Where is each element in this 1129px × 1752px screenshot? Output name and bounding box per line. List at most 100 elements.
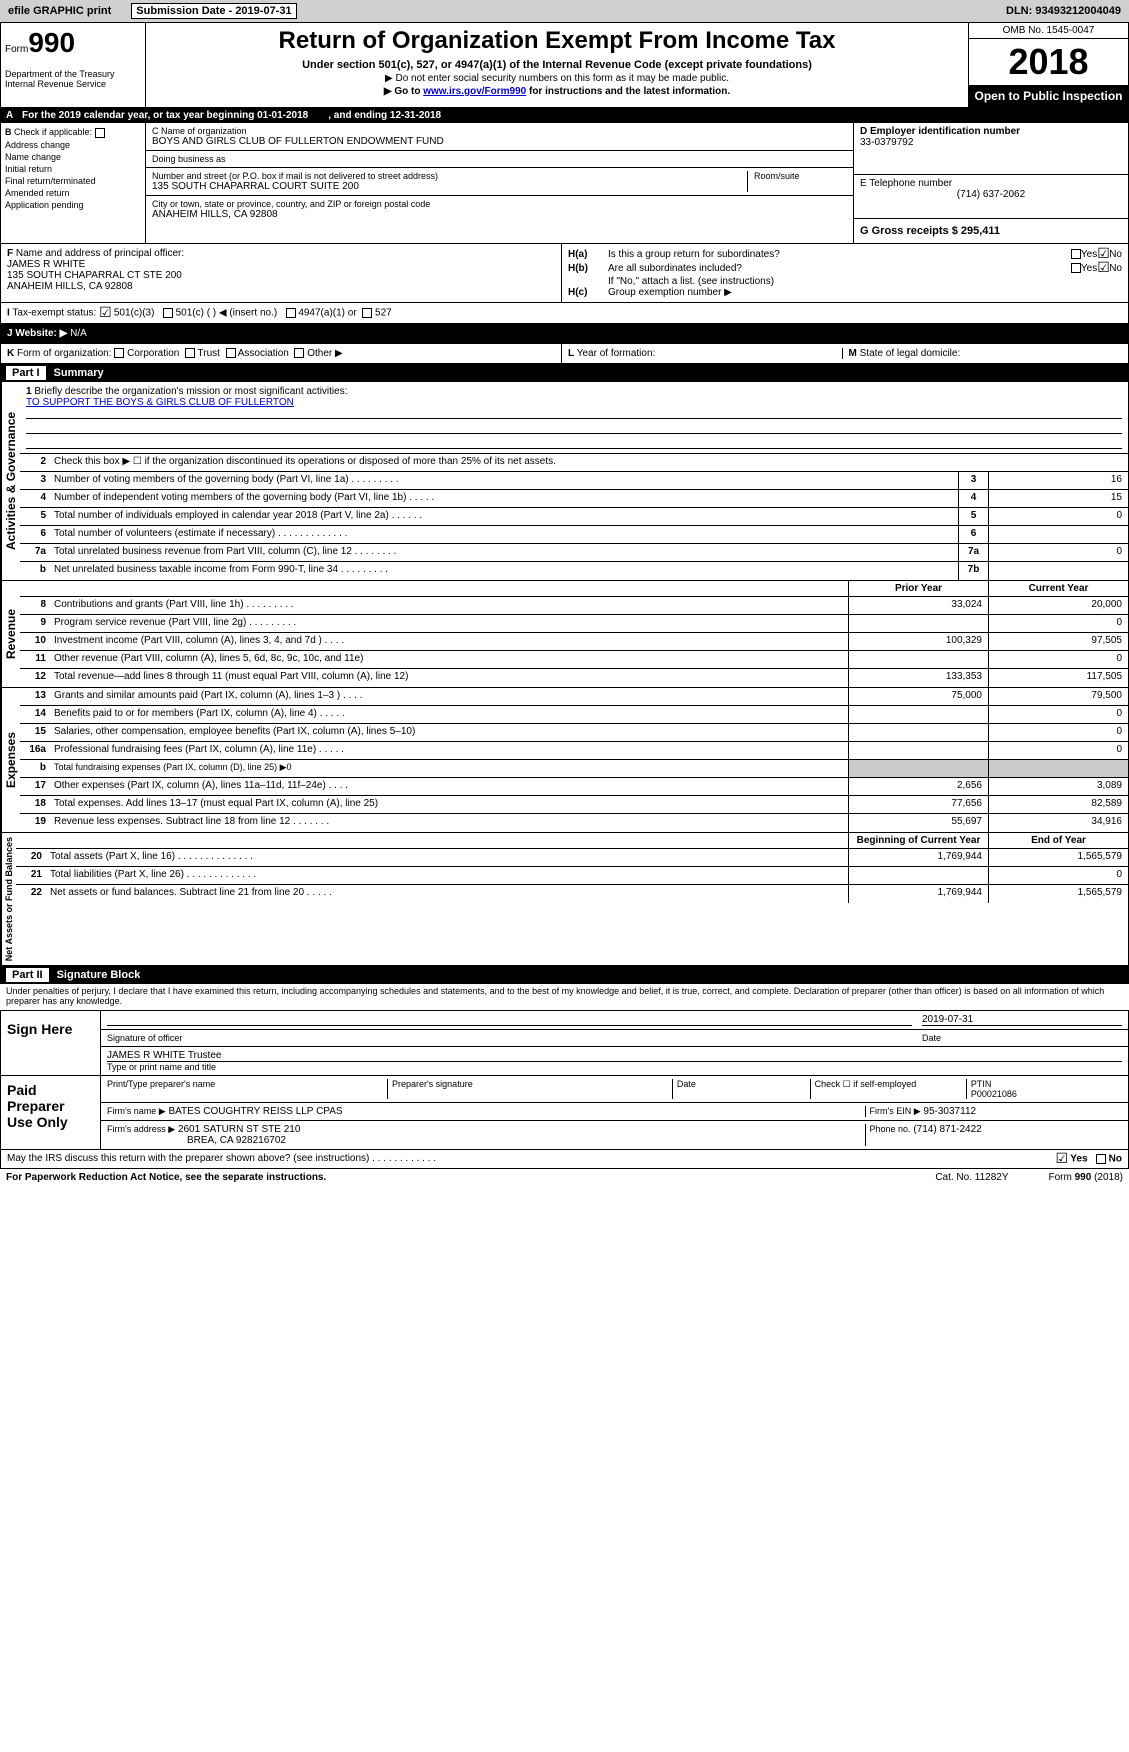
firm-addr: 2601 SATURN ST STE 210: [178, 1124, 300, 1135]
expenses-section: Expenses 13Grants and similar amounts pa…: [0, 688, 1129, 833]
sign-block: Sign Here 2019-07-31 Signature of office…: [0, 1010, 1129, 1076]
sign-row-2: JAMES R WHITE Trustee Type or print name…: [101, 1047, 1128, 1075]
paid-row-3: Firm's address ▶ 2601 SATURN ST STE 210B…: [101, 1121, 1128, 1149]
revenue-header: Prior YearCurrent Year: [20, 581, 1128, 597]
checkbox-icon[interactable]: [95, 128, 105, 138]
governance-section: Activities & Governance 1 Briefly descri…: [0, 382, 1129, 581]
section-a: A For the 2019 calendar year, or tax yea…: [0, 108, 1129, 123]
street-addr: 135 SOUTH CHAPARRAL COURT SUITE 200: [152, 181, 747, 192]
line-7a: 7aTotal unrelated business revenue from …: [20, 544, 1128, 562]
org-name: BOYS AND GIRLS CLUB OF FULLERTON ENDOWME…: [152, 136, 847, 147]
discuss-row: May the IRS discuss this return with the…: [0, 1150, 1129, 1169]
net-assets-section: Net Assets or Fund Balances Beginning of…: [0, 833, 1129, 966]
hb-yes-box[interactable]: [1071, 263, 1081, 273]
officer-name: JAMES R WHITE: [7, 259, 85, 270]
paid-preparer-block: Paid Preparer Use Only Print/Type prepar…: [0, 1076, 1129, 1150]
a-label: A: [6, 110, 22, 121]
firm-ein: 95-3037112: [923, 1106, 976, 1117]
website: N/A: [70, 328, 87, 339]
form-foot: Form 990 (2018): [1049, 1172, 1123, 1183]
paid-row-2: Firm's name ▶ BATES COUGHTRY REISS LLP C…: [101, 1103, 1128, 1121]
501c3-checked[interactable]: ☑: [99, 307, 111, 319]
line-22: 22Net assets or fund balances. Subtract …: [16, 885, 1128, 903]
mission-box: 1 Briefly describe the organization's mi…: [20, 382, 1128, 454]
initial-return: Initial return: [5, 164, 141, 174]
line-11: 11Other revenue (Part VIII, column (A), …: [20, 651, 1128, 669]
line-7b: bNet unrelated business taxable income f…: [20, 562, 1128, 580]
discuss-yes-checked[interactable]: ☑: [1056, 1153, 1068, 1165]
block-deg: D Employer identification number 33-0379…: [853, 123, 1128, 243]
subtitle-1: Under section 501(c), 527, or 4947(a)(1)…: [150, 59, 964, 71]
line-16b: bTotal fundraising expenses (Part IX, co…: [20, 760, 1128, 778]
sig-date: 2019-07-31: [922, 1014, 1122, 1026]
governance-tab: Activities & Governance: [1, 382, 20, 580]
block-bcdeg: B Check if applicable: Address change Na…: [0, 123, 1129, 244]
paid-row-1: Print/Type preparer's name Preparer's si…: [101, 1076, 1128, 1103]
row-fh: F Name and address of principal officer:…: [0, 244, 1129, 303]
b-label: B: [5, 127, 12, 137]
app-pending: Application pending: [5, 200, 141, 210]
paid-preparer-label: Paid Preparer Use Only: [1, 1076, 101, 1149]
line-13: 13Grants and similar amounts paid (Part …: [20, 688, 1128, 706]
line-2: 2Check this box ▶ ☐ if the organization …: [20, 454, 1128, 472]
dba-box: Doing business as: [146, 151, 853, 168]
discuss-no-box[interactable]: [1096, 1154, 1106, 1164]
hb-note: If "No," attach a list. (see instruction…: [568, 276, 1122, 287]
line-3: 3Number of voting members of the governi…: [20, 472, 1128, 490]
phone-box: E Telephone number (714) 637-2062: [854, 175, 1128, 219]
expenses-tab: Expenses: [1, 688, 20, 832]
form-number: 990: [28, 27, 75, 58]
cat-no: Cat. No. 11282Y: [935, 1172, 1008, 1183]
gross-receipts: G Gross receipts $ 295,411: [854, 219, 1128, 243]
sign-here-label: Sign Here: [1, 1011, 101, 1075]
dln: DLN: 93493212004049: [1006, 5, 1121, 17]
line-5: 5Total number of individuals employed in…: [20, 508, 1128, 526]
amended-return: Amended return: [5, 188, 141, 198]
open-public: Open to Public Inspection: [969, 85, 1128, 107]
header-center: Return of Organization Exempt From Incom…: [146, 23, 968, 107]
subtitle-2: ▶ Do not enter social security numbers o…: [150, 73, 964, 84]
submission-date: Submission Date - 2019-07-31: [131, 3, 296, 19]
line-12: 12Total revenue—add lines 8 through 11 (…: [20, 669, 1128, 687]
row-h: H(a) Is this a group return for subordin…: [561, 244, 1128, 302]
footer-row: For Paperwork Reduction Act Notice, see …: [0, 1169, 1129, 1186]
signer-name: JAMES R WHITE Trustee: [107, 1050, 1122, 1062]
room-label: Room/suite: [754, 171, 847, 181]
header-left: Form990 Department of the Treasury Inter…: [1, 23, 146, 107]
line-21: 21Total liabilities (Part X, line 26) . …: [16, 867, 1128, 885]
part1-label: Part I: [6, 366, 46, 380]
ha-yes-box[interactable]: [1071, 249, 1081, 259]
line-14: 14Benefits paid to or for members (Part …: [20, 706, 1128, 724]
block-b: B Check if applicable: Address change Na…: [1, 123, 146, 243]
firm-name: BATES COUGHTRY REISS LLP CPAS: [168, 1106, 342, 1117]
net-assets-tab: Net Assets or Fund Balances: [1, 833, 16, 965]
perjury-text: Under penalties of perjury, I declare th…: [0, 984, 1129, 1008]
irs-label: Internal Revenue Service: [5, 79, 141, 89]
ptin: P00021086: [971, 1089, 1017, 1099]
line-4: 4Number of independent voting members of…: [20, 490, 1128, 508]
line-9: 9Program service revenue (Part VIII, lin…: [20, 615, 1128, 633]
efile-label: efile GRAPHIC print: [8, 5, 111, 17]
sign-row-1-labels: Signature of officer Date: [101, 1030, 1128, 1047]
line-16a: 16aProfessional fundraising fees (Part I…: [20, 742, 1128, 760]
line-18: 18Total expenses. Add lines 13–17 (must …: [20, 796, 1128, 814]
part1-title: Summary: [54, 367, 104, 379]
addr-change: Address change: [5, 140, 141, 150]
line-6: 6Total number of volunteers (estimate if…: [20, 526, 1128, 544]
revenue-tab: Revenue: [1, 581, 20, 687]
line-17: 17Other expenses (Part IX, column (A), l…: [20, 778, 1128, 796]
officer-addr2: ANAHEIM HILLS, CA 92808: [7, 281, 133, 292]
part2-label: Part II: [6, 968, 49, 982]
row-i: I Tax-exempt status: ☑ 501(c)(3) 501(c) …: [0, 303, 1129, 324]
irs-link[interactable]: www.irs.gov/Form990: [423, 86, 526, 97]
omb-number: OMB No. 1545-0047: [969, 23, 1128, 39]
city-addr: ANAHEIM HILLS, CA 92808: [152, 209, 847, 220]
final-return: Final return/terminated: [5, 176, 141, 186]
a-ending: , and ending 12-31-2018: [328, 110, 441, 121]
mission-text: TO SUPPORT THE BOYS & GIRLS CLUB OF FULL…: [26, 397, 294, 408]
row-j: J Website: ▶ N/A: [0, 324, 1129, 344]
hb-no-checked[interactable]: ☑: [1097, 262, 1109, 274]
pra-notice: For Paperwork Reduction Act Notice, see …: [6, 1172, 326, 1183]
part2-header: Part II Signature Block: [0, 966, 1129, 984]
main-title: Return of Organization Exempt From Incom…: [150, 27, 964, 55]
